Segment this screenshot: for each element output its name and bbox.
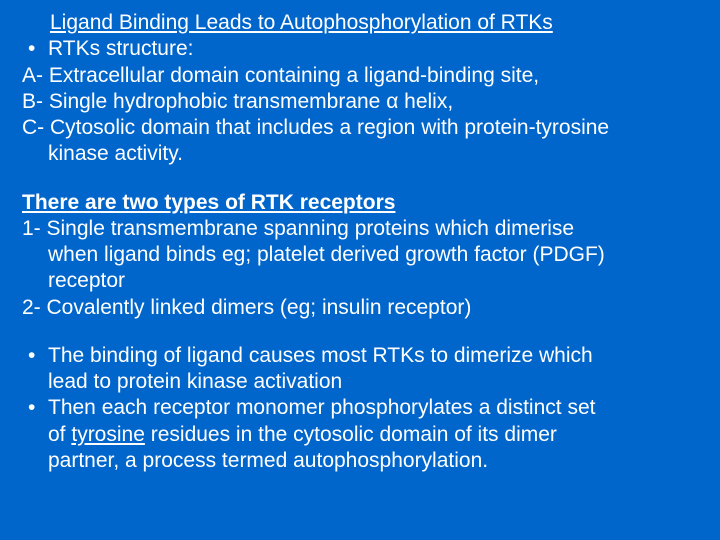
summary-1-line1: •The binding of ligand causes most RTKs …	[22, 343, 698, 369]
structure-intro-text: RTKs structure:	[48, 37, 193, 60]
type-1-line1: 1- Single transmembrane spanning protein…	[22, 216, 698, 242]
slide-title: Ligand Binding Leads to Autophosphorylat…	[50, 10, 698, 36]
summary-1-line2: lead to protein kinase activation	[22, 369, 698, 395]
summary-2-line1: •Then each receptor monomer phosphorylat…	[22, 395, 698, 421]
summary-2-line2: of tyrosine residues in the cytosolic do…	[22, 422, 698, 448]
summary-2-line2-suffix: residues in the cytosolic domain of its …	[145, 423, 557, 446]
type-2: 2- Covalently linked dimers (eg; insulin…	[22, 295, 698, 321]
structure-item-b: B- Single hydrophobic transmembrane α he…	[22, 89, 698, 115]
summary-2-line3: partner, a process termed autophosphoryl…	[22, 448, 698, 474]
summary-1-line1-text: The binding of ligand causes most RTKs t…	[48, 344, 593, 367]
structure-item-a: A- Extracellular domain containing a lig…	[22, 63, 698, 89]
structure-item-c-line2: kinase activity.	[22, 141, 698, 167]
types-heading: There are two types of RTK receptors	[22, 190, 698, 216]
type-1-line3: receptor	[22, 268, 698, 294]
structure-intro: •RTKs structure:	[22, 36, 698, 62]
structure-item-c-line1: C- Cytosolic domain that includes a regi…	[22, 115, 698, 141]
summary-2-line2-underlined: tyrosine	[71, 423, 145, 446]
summary-2-line2-prefix: of	[48, 423, 71, 446]
type-1-line2: when ligand binds eg; platelet derived g…	[22, 242, 698, 268]
summary-2-line1-text: Then each receptor monomer phosphorylate…	[48, 396, 595, 419]
